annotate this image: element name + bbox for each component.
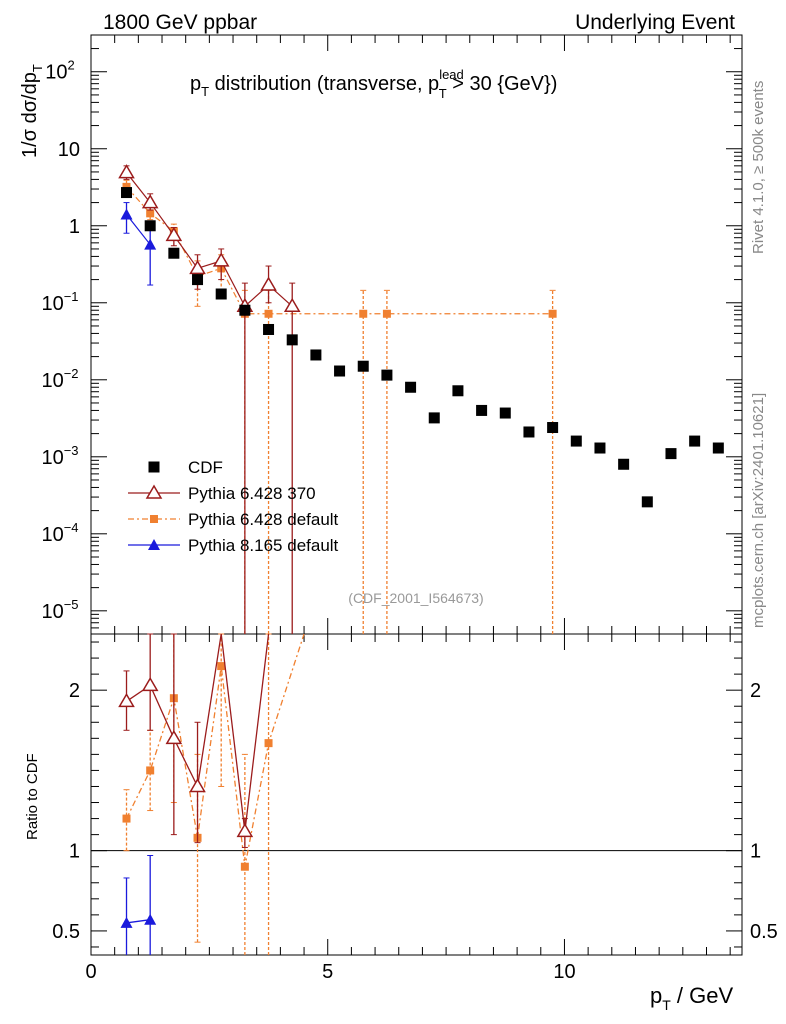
ratio-y-tick-label: 0.5 — [52, 921, 80, 943]
py8-ratio-point — [120, 916, 133, 928]
cdf-point — [547, 422, 559, 434]
py6-370-point — [189, 259, 206, 275]
y-tick-label: 10−5 — [41, 597, 78, 623]
legend-marker-cdf — [148, 461, 160, 473]
header-right: Underlying Event — [575, 11, 735, 34]
py8-ratio-line — [126, 919, 151, 924]
rivet-version-label: Rivet 4.1.0, ≥ 500k events — [750, 81, 767, 254]
py6-default-point — [146, 209, 155, 218]
py6-370-ratio-point — [189, 777, 206, 793]
x-tick-label: 10 — [553, 961, 575, 983]
cdf-point — [286, 334, 298, 346]
cdf-point — [405, 381, 417, 393]
y-tick-label: 10−3 — [41, 443, 78, 469]
py8-line — [126, 214, 151, 245]
py6-370-ratio-point — [141, 676, 159, 692]
py6-370-point — [165, 226, 183, 242]
cdf-point — [499, 407, 511, 419]
cdf-point — [239, 304, 251, 316]
cdf-point — [689, 435, 701, 447]
cdf-point — [618, 458, 630, 470]
cdf-point — [428, 412, 440, 424]
ratio-y-tick-label-right: 2 — [750, 680, 761, 702]
legend-label-py6_default: Pythia 6.428 default — [188, 510, 339, 529]
cdf-point — [310, 349, 322, 361]
legend-marker-py8 — [148, 539, 160, 550]
cdf-point — [192, 274, 204, 286]
cdf-point — [594, 442, 606, 454]
cdf-point — [121, 187, 133, 199]
cdf-point — [641, 496, 653, 508]
y-axis-label: 1/σ dσ/dpT — [19, 64, 45, 158]
main-series — [118, 164, 724, 634]
x-axis-label: pT / GeV — [650, 983, 733, 1013]
py6-default-point — [382, 309, 391, 318]
cdf-point — [712, 442, 724, 454]
ratio-y-tick-label-right: 0.5 — [750, 921, 778, 943]
y-tick-label: 10 — [58, 139, 80, 161]
py6-default-ratio-point — [122, 814, 131, 823]
py8-point — [120, 208, 133, 220]
y-tick-label: 102 — [45, 58, 74, 84]
cdf-point — [523, 426, 535, 438]
ratio-ticks: 0.5 0.5 1 1 2 2 0 5 10 — [52, 634, 778, 983]
cdf-point — [357, 360, 369, 372]
chart-title: pT distribution (transverse, plead T > 30… — [190, 67, 557, 101]
py6-default-ratio-point — [146, 766, 155, 775]
cdf-point — [215, 288, 227, 300]
cdf-point — [334, 365, 346, 377]
py8-ratio-point — [144, 913, 157, 925]
py6-default-ratio-point — [264, 739, 273, 748]
y-tick-label: 10−1 — [41, 289, 78, 315]
cdf-point — [476, 404, 488, 416]
ratio-series — [118, 633, 305, 955]
cdf-point — [144, 220, 156, 232]
py6-370-ratio-point — [236, 822, 254, 838]
py6-default-ratio-point — [240, 862, 249, 871]
py6-default-line — [126, 186, 553, 315]
py6-default-ratio-point — [217, 662, 226, 671]
py6-default-point — [359, 309, 368, 318]
py6-370-point — [118, 164, 135, 179]
py6-default-point — [122, 182, 131, 191]
legend-marker-py6_370 — [145, 484, 163, 499]
legend-label-cdf: CDF — [188, 458, 223, 477]
cdf-point — [570, 435, 582, 447]
analysis-tag: (CDF_2001_I564673) — [348, 590, 483, 606]
py6-370-point — [212, 252, 230, 267]
legend-marker-py6_default — [150, 515, 158, 523]
ratio-y-tick-label-right: 1 — [750, 841, 761, 863]
py8-point — [144, 238, 157, 250]
ratio-frame — [90, 633, 743, 956]
py6-default-point — [548, 309, 557, 318]
y-tick-label: 1 — [69, 216, 80, 238]
py6-370-point — [141, 194, 159, 209]
ratio-y-tick-label: 2 — [69, 680, 80, 702]
y-tick-label: 10−4 — [41, 520, 78, 546]
x-tick-label: 5 — [322, 961, 333, 983]
py6-370-ratio-point — [118, 692, 135, 708]
legend-label-py8: Pythia 8.165 default — [188, 536, 339, 555]
py6-default-ratio-line — [125, 633, 305, 867]
py6-default-point — [264, 309, 273, 318]
ratio-y-tick-label: 1 — [69, 841, 80, 863]
cdf-point — [452, 385, 464, 397]
legend: CDF Pythia 6.428 370 Pythia 6.428 default P… — [128, 458, 339, 555]
py6-370-ratio-point — [165, 729, 183, 745]
cdf-point — [665, 448, 677, 460]
py6-370-point — [283, 297, 301, 313]
ratio-axis-label: Ratio to CDF — [24, 753, 41, 840]
header-left: 1800 GeV ppbar — [103, 11, 257, 34]
y-tick-label: 10−2 — [41, 366, 78, 392]
mcplots-label: mcplots.cern.ch [arXiv:2401.10621] — [750, 393, 767, 628]
main-ticks: 10−5 10−4 10−3 10−2 10−1 1 10 102 — [41, 34, 742, 634]
x-tick-label: 0 — [85, 961, 96, 983]
py6-370-point — [260, 276, 277, 291]
cdf-point — [381, 369, 393, 381]
cdf-point — [263, 323, 275, 335]
cdf-point — [168, 247, 180, 259]
legend-label-py6_370: Pythia 6.428 370 — [188, 484, 316, 503]
